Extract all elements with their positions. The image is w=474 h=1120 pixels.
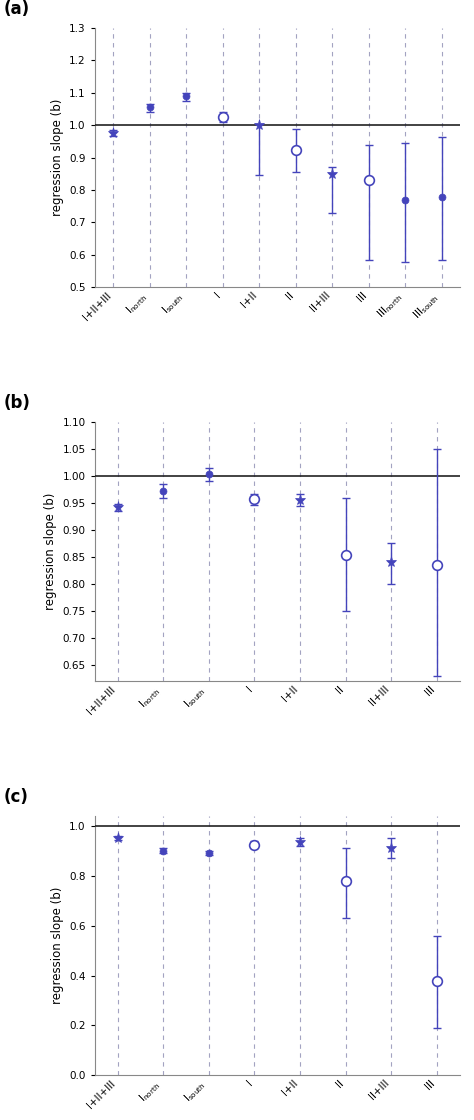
Y-axis label: regression slope (b): regression slope (b) <box>51 887 64 1005</box>
Text: (a): (a) <box>4 0 30 18</box>
Y-axis label: regression slope (b): regression slope (b) <box>44 493 57 610</box>
Text: (b): (b) <box>4 393 30 412</box>
Y-axis label: regression slope (b): regression slope (b) <box>51 99 64 216</box>
Text: (c): (c) <box>4 787 28 805</box>
